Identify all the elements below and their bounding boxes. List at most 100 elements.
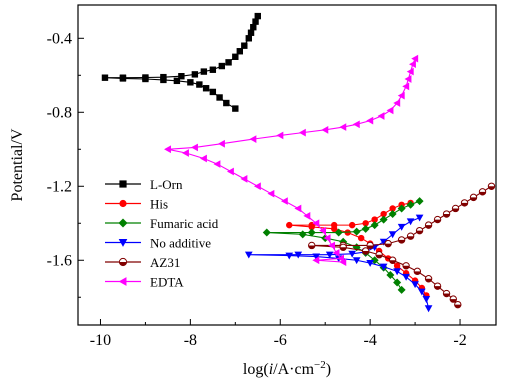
data-point: [325, 251, 334, 259]
data-point: [339, 258, 347, 266]
data-point: [402, 273, 410, 281]
data-point: [160, 76, 167, 84]
data-point: [386, 271, 395, 280]
x-tick-label: -6: [274, 332, 287, 349]
data-point: [370, 221, 379, 230]
y-tick-label: -1.2: [47, 178, 72, 195]
data-point: [249, 135, 257, 143]
data-point: [312, 253, 321, 261]
data-point: [164, 145, 171, 154]
data-point: [393, 268, 401, 276]
data-point: [308, 241, 316, 250]
data-point: [225, 59, 232, 66]
data-point: [213, 160, 221, 168]
data-point: [209, 88, 217, 96]
data-point: [232, 105, 239, 112]
data-point: [226, 167, 234, 176]
legend-marker: [118, 218, 128, 228]
series-az31: [308, 182, 496, 309]
data-point: [352, 227, 361, 236]
data-point: [328, 241, 336, 250]
data-point: [406, 200, 415, 209]
data-point: [209, 66, 217, 73]
data-point: [101, 74, 109, 81]
data-point: [406, 218, 415, 226]
data-point: [449, 295, 458, 303]
data-point: [332, 249, 340, 257]
data-point: [361, 224, 370, 233]
data-point: [173, 77, 181, 85]
data-point: [285, 252, 294, 260]
data-point: [196, 81, 203, 88]
data-point: [298, 230, 307, 239]
data-point: [366, 241, 374, 250]
data-point: [433, 282, 442, 290]
series-line: [289, 202, 427, 296]
data-point: [362, 220, 369, 227]
data-point: [178, 73, 185, 80]
x-axis: -10 -8 -6 -4 -2: [90, 319, 467, 349]
data-point: [330, 225, 338, 233]
legend-label: AZ31: [150, 255, 180, 270]
data-point: [422, 296, 431, 303]
data-point: [397, 236, 406, 244]
data-point: [241, 42, 248, 49]
data-point: [267, 189, 275, 198]
data-point: [388, 231, 397, 239]
data-point: [339, 123, 347, 131]
data-point: [451, 204, 460, 213]
legend-marker: [119, 180, 127, 188]
data-point: [487, 182, 496, 190]
y-tick-label: -0.4: [47, 30, 72, 47]
legend-item: L-Orn: [105, 177, 183, 192]
legend-label: EDTA: [150, 275, 184, 290]
data-point: [321, 126, 329, 134]
data-point: [312, 256, 320, 265]
data-point: [244, 251, 253, 259]
data-point: [348, 250, 357, 258]
y-axis-label: Potential/V: [9, 128, 26, 201]
legend-item: His: [105, 197, 168, 212]
data-point: [379, 215, 388, 224]
data-point: [406, 67, 414, 76]
data-point: [424, 275, 433, 283]
data-point: [223, 99, 230, 107]
data-point: [348, 221, 356, 229]
data-point: [411, 54, 419, 63]
data-point: [393, 262, 401, 270]
data-point: [393, 99, 401, 107]
data-point: [294, 251, 303, 259]
data-point: [339, 243, 347, 252]
plot-frame: [77, 4, 497, 326]
data-point: [397, 285, 406, 294]
data-point: [442, 289, 451, 298]
data-point: [413, 267, 422, 276]
data-point: [417, 288, 426, 296]
data-point: [388, 256, 397, 264]
data-point: [182, 149, 189, 157]
data-point: [366, 116, 374, 125]
legend-marker: [118, 239, 128, 247]
data-point: [454, 300, 462, 309]
series-line: [104, 15, 259, 110]
data-point: [307, 228, 316, 237]
x-tick-label: -10: [90, 332, 111, 349]
legend-label: Fumaric acid: [150, 216, 219, 231]
data-point: [337, 254, 345, 263]
data-point: [200, 154, 207, 163]
x-tick-label: -2: [453, 332, 466, 349]
data-point: [218, 62, 226, 70]
y-tick-label: -0.8: [47, 104, 72, 121]
data-point: [397, 204, 406, 213]
data-point: [232, 53, 239, 60]
data-point: [442, 210, 451, 218]
data-point: [404, 75, 412, 83]
data-point: [262, 228, 271, 237]
legend-item: EDTA: [105, 275, 184, 290]
legend-marker: [119, 199, 127, 208]
data-point: [415, 197, 424, 206]
data-point: [308, 223, 315, 231]
data-point: [187, 79, 194, 86]
data-point: [245, 35, 252, 42]
